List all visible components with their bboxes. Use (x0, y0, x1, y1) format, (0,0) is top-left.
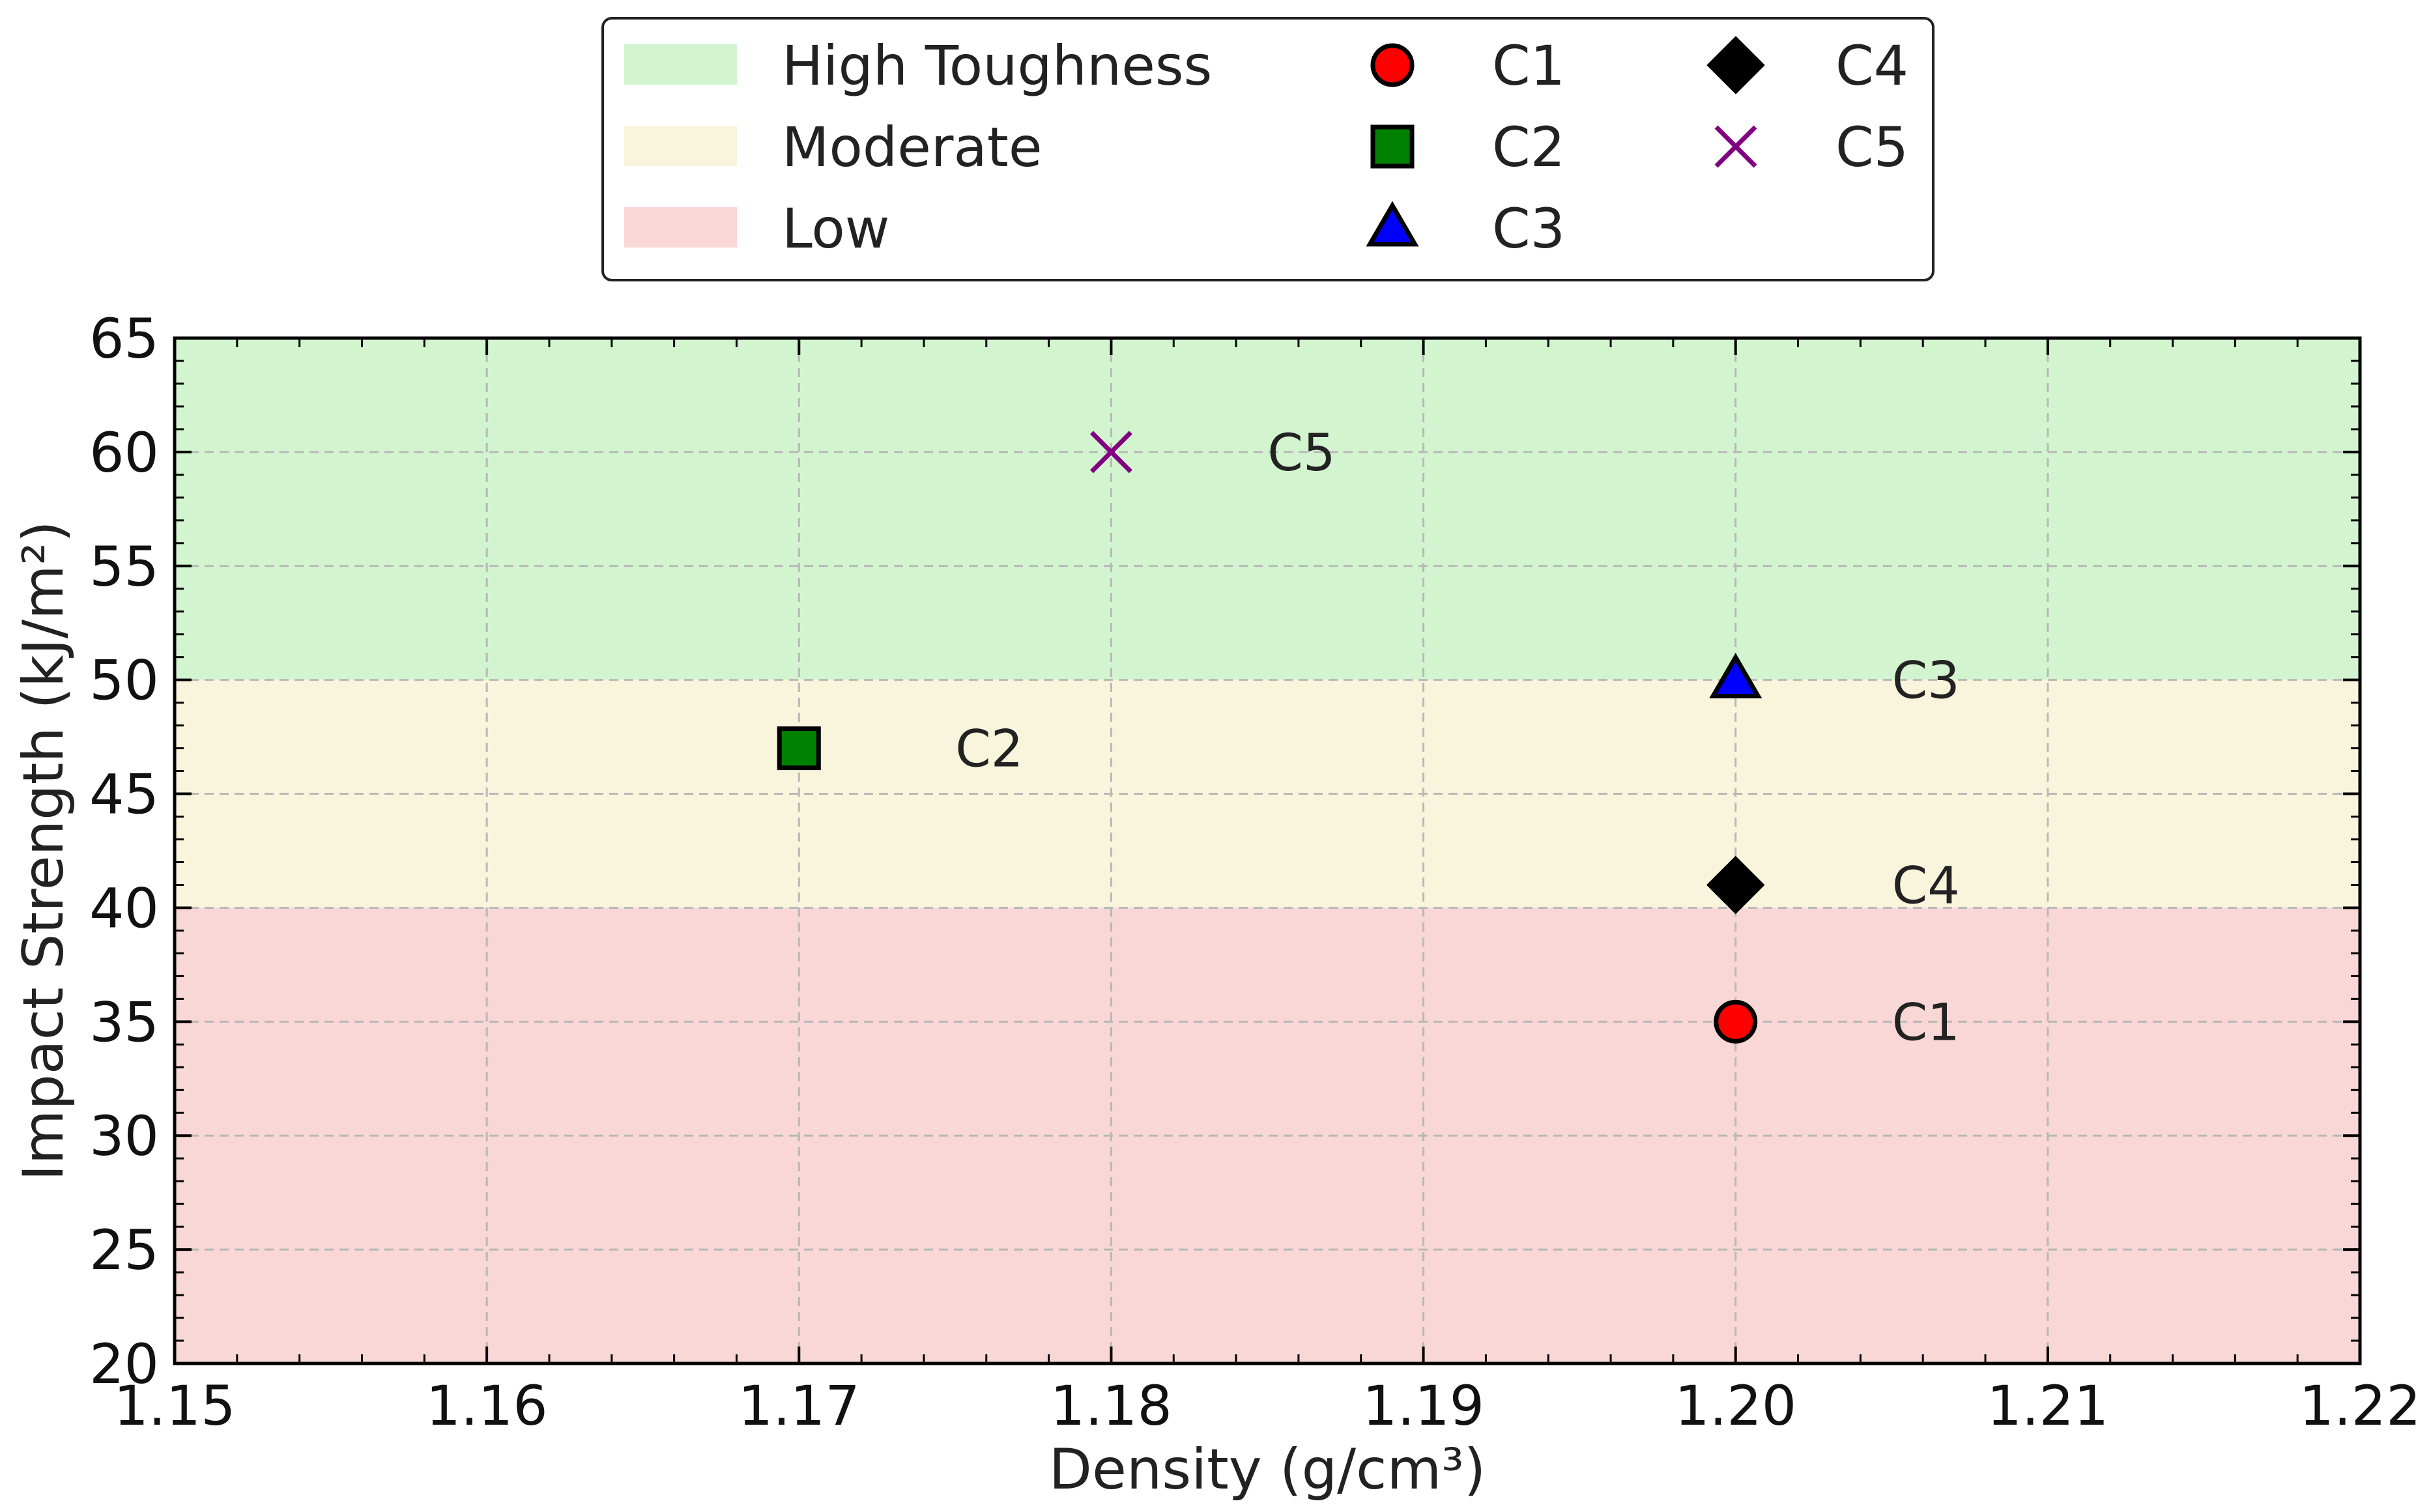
x-tick-label: 1.22 (2299, 1374, 2421, 1438)
point-labels: C1 C2 C3 C4 C5 (955, 424, 1960, 1052)
legend-frame (601, 17, 1935, 281)
x-tick-label: 1.16 (426, 1374, 548, 1438)
y-tick-label: 65 (89, 307, 159, 371)
legend-label-high-toughness: High Toughness (782, 34, 1212, 98)
region-band-moderate (175, 679, 2360, 908)
legend-marker-c5-stroke-b (1714, 125, 1757, 168)
data-points (777, 431, 1765, 1044)
c2-square-marker (777, 726, 821, 771)
data-label-c4: C4 (1892, 857, 1960, 915)
c5-x-marker (1089, 431, 1132, 474)
x-tick-label: 1.19 (1362, 1374, 1484, 1438)
legend-swatch-low (624, 207, 737, 248)
data-point-c3 (1709, 653, 1762, 699)
x-axis-label: Density (g/cm³) (1049, 1437, 1486, 1502)
legend-marker-c2 (1370, 124, 1415, 169)
legend-marker-c1 (1370, 43, 1415, 87)
region-band-high-toughness (175, 338, 2360, 680)
legend-label-c3: C3 (1492, 197, 1565, 261)
y-tick-label: 35 (89, 990, 159, 1054)
x-tick-label: 1.15 (113, 1374, 235, 1438)
y-axis-label: Impact Strength (kJ/m²) (11, 521, 76, 1181)
data-point-c2 (777, 726, 821, 771)
x-tick-label: 1.21 (1987, 1374, 2108, 1438)
legend-swatch-moderate (624, 126, 737, 166)
toughness-regions (175, 338, 2360, 1363)
x-tick-label: 1.20 (1675, 1374, 1796, 1438)
region-band-low (175, 907, 2360, 1363)
y-tick-label: 60 (89, 421, 159, 485)
y-tick-label: 30 (89, 1104, 159, 1168)
legend-marker-c3 (1366, 201, 1419, 247)
y-tick-label: 25 (89, 1218, 159, 1282)
x-tick-label: 1.18 (1050, 1374, 1172, 1438)
legend-marker-c5 (1714, 125, 1757, 168)
data-label-c5: C5 (1267, 424, 1335, 483)
legend-label-moderate: Moderate (782, 115, 1043, 179)
plot-area-frame (173, 336, 2362, 1365)
y-tick-label: 40 (89, 876, 159, 940)
c1-circle-marker (1714, 999, 1758, 1044)
legend-label-c2: C2 (1492, 115, 1565, 179)
legend-label-c1: C1 (1492, 34, 1565, 98)
x-tick-label: 1.17 (738, 1374, 860, 1438)
grid-lines (175, 338, 2360, 1363)
data-point-c4 (1706, 855, 1765, 915)
legend: High Toughness Moderate Low C1 C2 C3 C4 C5 (601, 17, 1935, 281)
legend-swatch-high-toughness (624, 44, 737, 85)
y-tick-label: 55 (89, 535, 159, 599)
data-label-c3: C3 (1892, 652, 1960, 711)
legend-label-c5: C5 (1835, 115, 1908, 179)
axis-ticks: 1.15 1.16 1.17 1.18 1.19 1.20 1.21 1.22 20 25 30 35… (89, 307, 2421, 1438)
y-tick-label: 20 (89, 1332, 159, 1396)
data-label-c2: C2 (955, 720, 1023, 779)
y-tick-label: 50 (89, 649, 159, 713)
c5-x-marker-stroke-b (1089, 431, 1132, 474)
legend-label-low: Low (782, 197, 889, 261)
data-point-c1 (1714, 999, 1758, 1044)
legend-label-c4: C4 (1835, 34, 1908, 98)
data-point-c5 (1089, 431, 1132, 474)
c3-triangle-marker (1709, 653, 1762, 699)
y-tick-label: 45 (89, 763, 159, 827)
data-label-c1: C1 (1892, 993, 1960, 1052)
c4-diamond-marker (1706, 855, 1765, 915)
legend-marker-c4 (1706, 36, 1765, 94)
